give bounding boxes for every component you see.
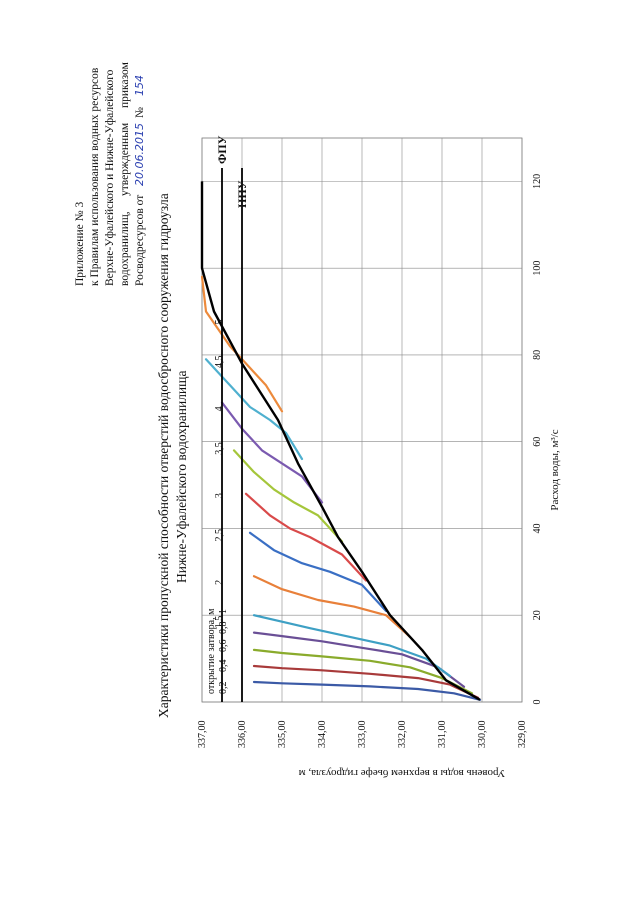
capacity-curve-line <box>200 181 481 701</box>
header-line-5b: № <box>134 107 146 118</box>
series-line-3 <box>232 449 344 543</box>
capacity-chart: ФПУ НПУ 329,00 330,00 331,00 332,00 333,00 334… <box>197 135 561 779</box>
series-line-3-5 <box>220 401 324 504</box>
legend-label: 0,4 <box>218 660 229 673</box>
legend-label: 4 <box>214 406 225 411</box>
legend-label: 3,5 <box>214 442 225 455</box>
legend-label: 0,2 <box>218 682 229 695</box>
legend-label: 2 <box>214 580 225 585</box>
header-line-5a: Росводресурсов от <box>134 195 146 286</box>
series-line-1 <box>252 614 452 678</box>
chart-title: Характеристики пропускной способности от… <box>156 193 189 718</box>
chart-grid <box>201 137 523 703</box>
series-line-0-2 <box>252 680 482 701</box>
x-tick-label: 0 <box>532 700 543 705</box>
y-tick-label: 333,00 <box>357 721 368 749</box>
legend-label: 1,5 <box>214 616 225 629</box>
x-tick-label: 20 <box>532 610 543 620</box>
x-axis-title: Расход воды, м³/с <box>549 429 561 510</box>
legend-label: 1 <box>218 609 229 614</box>
y-axis-title: Уровень воды в верхнем бьефе гидроузла, … <box>299 767 506 779</box>
header-number-handwritten: 154 <box>133 75 146 96</box>
appendix-header: Приложение № 3 к Правилам использования … <box>74 61 146 286</box>
chart-series <box>200 181 482 701</box>
series-line-2-5 <box>244 492 368 582</box>
series-line-4-5 <box>200 275 284 413</box>
x-tick-label: 100 <box>532 261 543 276</box>
chart-legend: открытие затвора, м 0,2 0,4 0,6 0,8 1 1,5 2 2,5 3… <box>206 320 229 694</box>
y-tick-label: 331,00 <box>437 721 448 749</box>
title-line-2: Нижне-Уфалейского водохранилища <box>174 370 189 583</box>
x-tick-label: 40 <box>532 523 543 533</box>
header-line-4c: приказом <box>119 61 131 108</box>
ref-label-fpu: ФПУ <box>215 135 229 164</box>
header-line-2: к Правилам использования водных ресурсов <box>89 67 101 286</box>
legend-label: 0,8 <box>218 622 229 635</box>
header-date-handwritten: 20.06.2015 <box>133 123 146 186</box>
y-tick-label: 336,00 <box>237 721 248 749</box>
y-tick-label: 334,00 <box>317 721 328 749</box>
series-line-0-4 <box>252 664 480 699</box>
x-tick-label: 60 <box>532 437 543 447</box>
series-line-2 <box>248 531 388 612</box>
y-tick-label: 330,00 <box>477 721 488 749</box>
y-tick-label: 329,00 <box>517 721 528 749</box>
x-tick-label: 120 <box>532 174 543 189</box>
header-line-1: Приложение № 3 <box>74 202 86 286</box>
header-line-4b: утвержденным <box>119 122 131 196</box>
legend-label: 5 <box>214 320 225 325</box>
legend-label: 4,5 <box>214 355 225 368</box>
legend-label: 3 <box>214 493 225 498</box>
header-line-3: Верхне-Уфалейского и Нижне-Уфалейского <box>104 69 116 286</box>
x-tick-label: 80 <box>532 350 543 360</box>
y-tick-label: 332,00 <box>397 721 408 749</box>
header-line-4a: водохранилищ, <box>119 211 131 286</box>
legend-label: 2,5 <box>214 529 225 542</box>
legend-label: 0,6 <box>218 640 229 653</box>
ref-label-npu: НПУ <box>235 180 249 208</box>
series-line-0-6 <box>252 648 474 695</box>
y-tick-label: 335,00 <box>277 721 288 749</box>
y-tick-label: 337,00 <box>197 721 208 749</box>
series-line-4 <box>204 358 304 461</box>
chart-reference-lines: ФПУ НПУ <box>215 135 249 702</box>
legend-title: открытие затвора, м <box>206 608 217 694</box>
chart-axes: 329,00 330,00 331,00 332,00 333,00 334,00 335,… <box>197 174 561 779</box>
title-line-1: Характеристики пропускной способности от… <box>156 193 171 718</box>
series-line-1-5 <box>252 575 412 638</box>
